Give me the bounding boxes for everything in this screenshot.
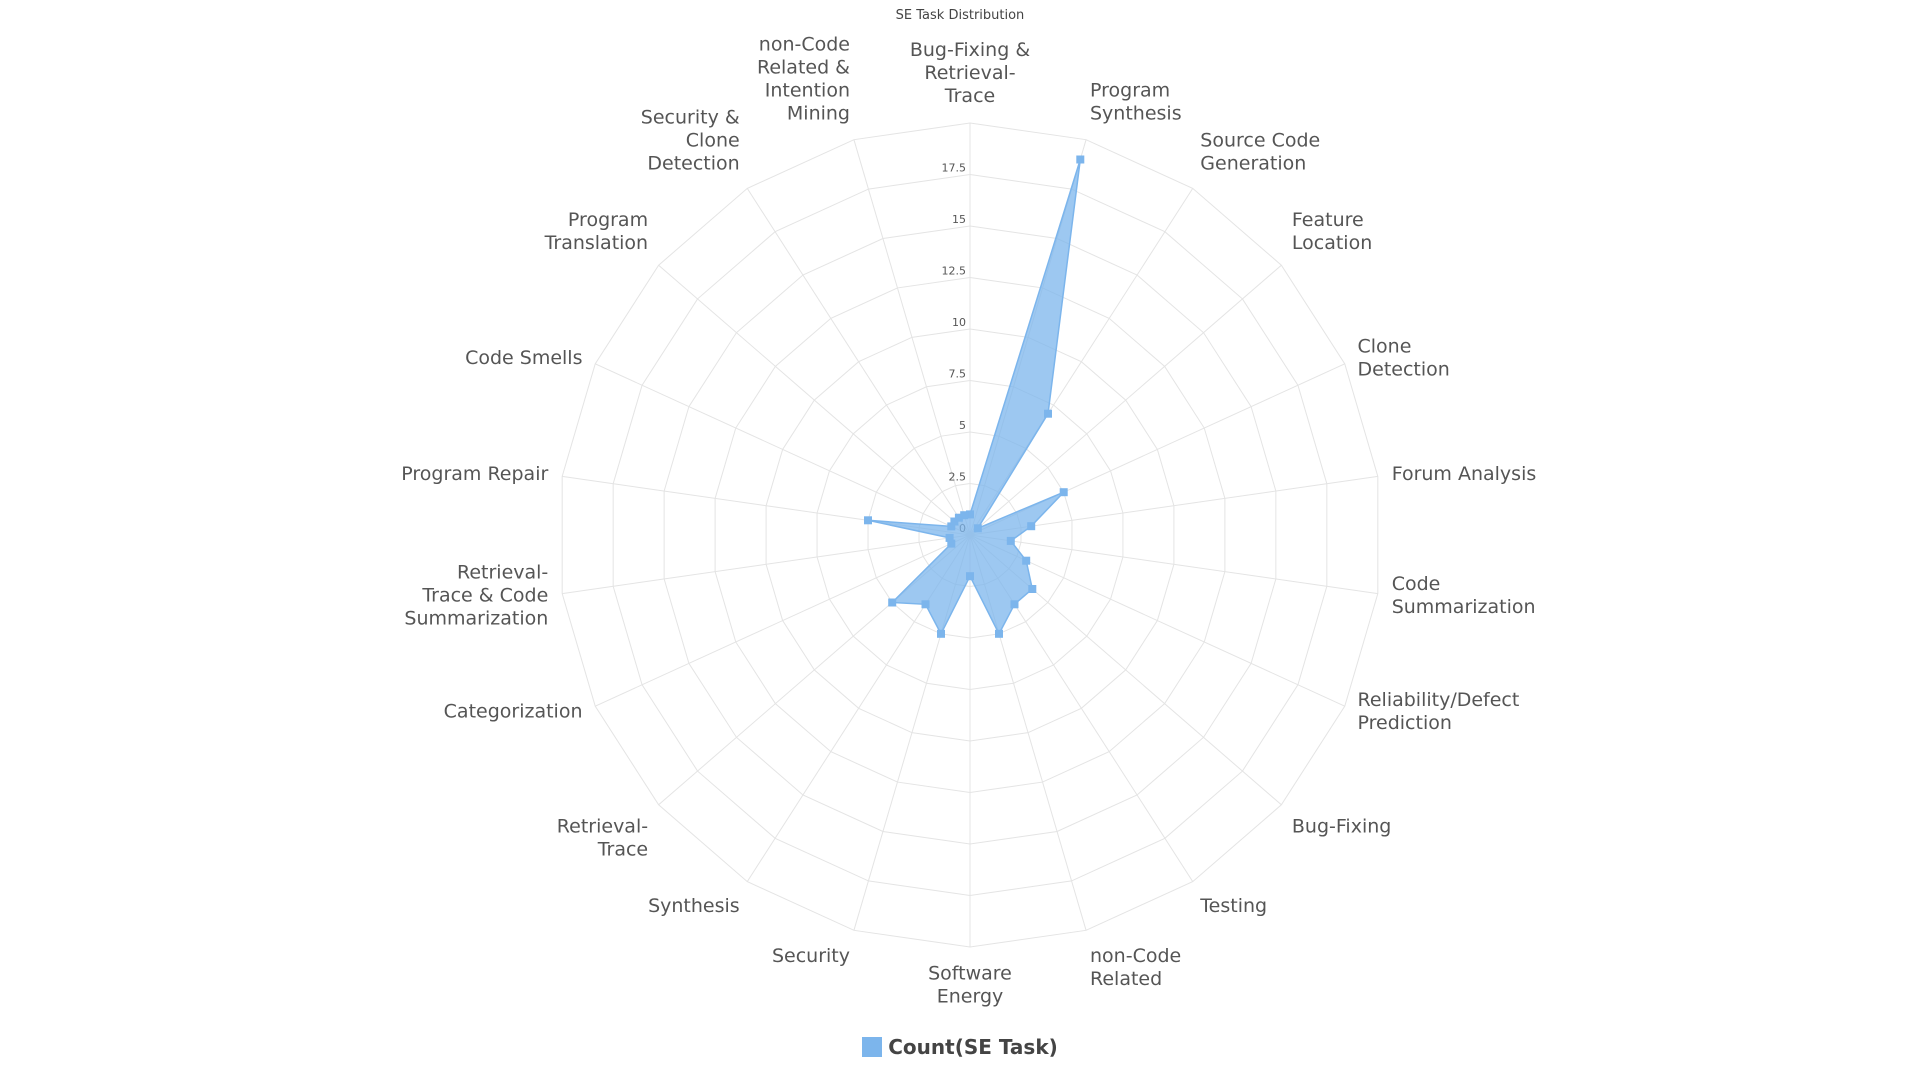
data-point-marker[interactable] <box>1076 155 1085 164</box>
category-label: Code Smells <box>465 347 582 369</box>
grid-spoke <box>595 534 971 707</box>
data-point-marker[interactable] <box>960 511 969 520</box>
data-point-marker[interactable] <box>954 513 963 522</box>
category-label: Bug-Fixing & Retrieval-Trace <box>910 39 1030 107</box>
legend-swatch[interactable] <box>862 1037 883 1057</box>
data-point-marker[interactable] <box>1028 585 1037 593</box>
category-label: Reliability/Defect Prediction <box>1358 689 1520 734</box>
category-label: Feature Location <box>1292 209 1372 254</box>
grid-spoke <box>595 363 971 536</box>
data-point-marker[interactable] <box>1059 488 1068 497</box>
category-label: Program Translation <box>544 209 649 254</box>
category-label: Retrieval-Trace & Code Summarization <box>404 561 548 629</box>
grid-spoke <box>969 475 1378 536</box>
category-label: non-Code Related & Intention Mining <box>757 33 850 124</box>
tick-label: 5 <box>959 419 966 432</box>
data-point-marker[interactable] <box>973 524 982 533</box>
category-label: Forum Analysis <box>1392 463 1537 485</box>
tick-label: 17.5 <box>942 162 967 175</box>
grid-spoke <box>969 534 1345 707</box>
data-point-marker[interactable] <box>1027 522 1036 531</box>
data-point-marker[interactable] <box>1022 556 1031 565</box>
grid-spoke <box>562 534 971 595</box>
data-point-marker[interactable] <box>921 600 930 609</box>
legend[interactable]: Count(SE Task) <box>0 1035 1920 1059</box>
category-label: Code Summarization <box>1392 573 1536 618</box>
category-label: Clone Detection <box>1358 335 1450 380</box>
category-label: Security <box>772 945 850 967</box>
grid-spoke <box>969 264 1282 536</box>
chart-title: SE Task Distribution <box>895 8 1025 23</box>
data-point-marker[interactable] <box>937 629 945 638</box>
grid-spoke <box>853 139 971 536</box>
legend-label[interactable]: Count(SE Task) <box>888 1035 1058 1059</box>
category-label: non-Code Related <box>1090 945 1181 990</box>
grid-spoke <box>746 188 971 536</box>
data-point-marker[interactable] <box>1044 409 1052 418</box>
series-layer <box>864 155 1085 638</box>
category-label: Source Code Generation <box>1200 130 1320 175</box>
category-label: Security & Clone Detection <box>641 107 740 175</box>
category-label: Bug-Fixing <box>1292 815 1391 837</box>
category-label: Synthesis <box>648 895 740 917</box>
tick-label: 7.5 <box>949 368 967 381</box>
category-label: Program Synthesis <box>1090 79 1182 124</box>
data-point-marker[interactable] <box>864 516 872 525</box>
data-point-marker[interactable] <box>947 522 956 531</box>
data-point-marker[interactable] <box>966 572 974 581</box>
series-area[interactable] <box>867 159 1082 636</box>
data-point-marker[interactable] <box>966 510 974 519</box>
grid-spoke <box>658 264 971 536</box>
data-point-marker[interactable] <box>888 598 897 607</box>
category-label: Testing <box>1199 895 1267 917</box>
data-point-marker[interactable] <box>1010 600 1019 609</box>
category-label: Software Energy <box>928 962 1012 1007</box>
tick-label: 15 <box>952 213 966 226</box>
tick-label: 12.5 <box>942 265 967 278</box>
tick-label: 2.5 <box>949 471 967 484</box>
category-labels: Bug-Fixing & Retrieval-Trace Program Synthe… <box>401 33 1536 1007</box>
data-point-marker[interactable] <box>945 533 954 542</box>
data-point-marker[interactable] <box>1006 536 1015 545</box>
tick-label: 10 <box>952 316 966 329</box>
grid-spoke <box>969 534 1378 595</box>
data-point-marker[interactable] <box>947 539 956 548</box>
data-point-marker[interactable] <box>995 629 1003 638</box>
data-point-marker[interactable] <box>950 517 959 526</box>
category-label: Retrieval-Trace <box>557 815 648 860</box>
category-label: Categorization <box>444 701 583 723</box>
category-label: Program Repair <box>401 463 548 485</box>
